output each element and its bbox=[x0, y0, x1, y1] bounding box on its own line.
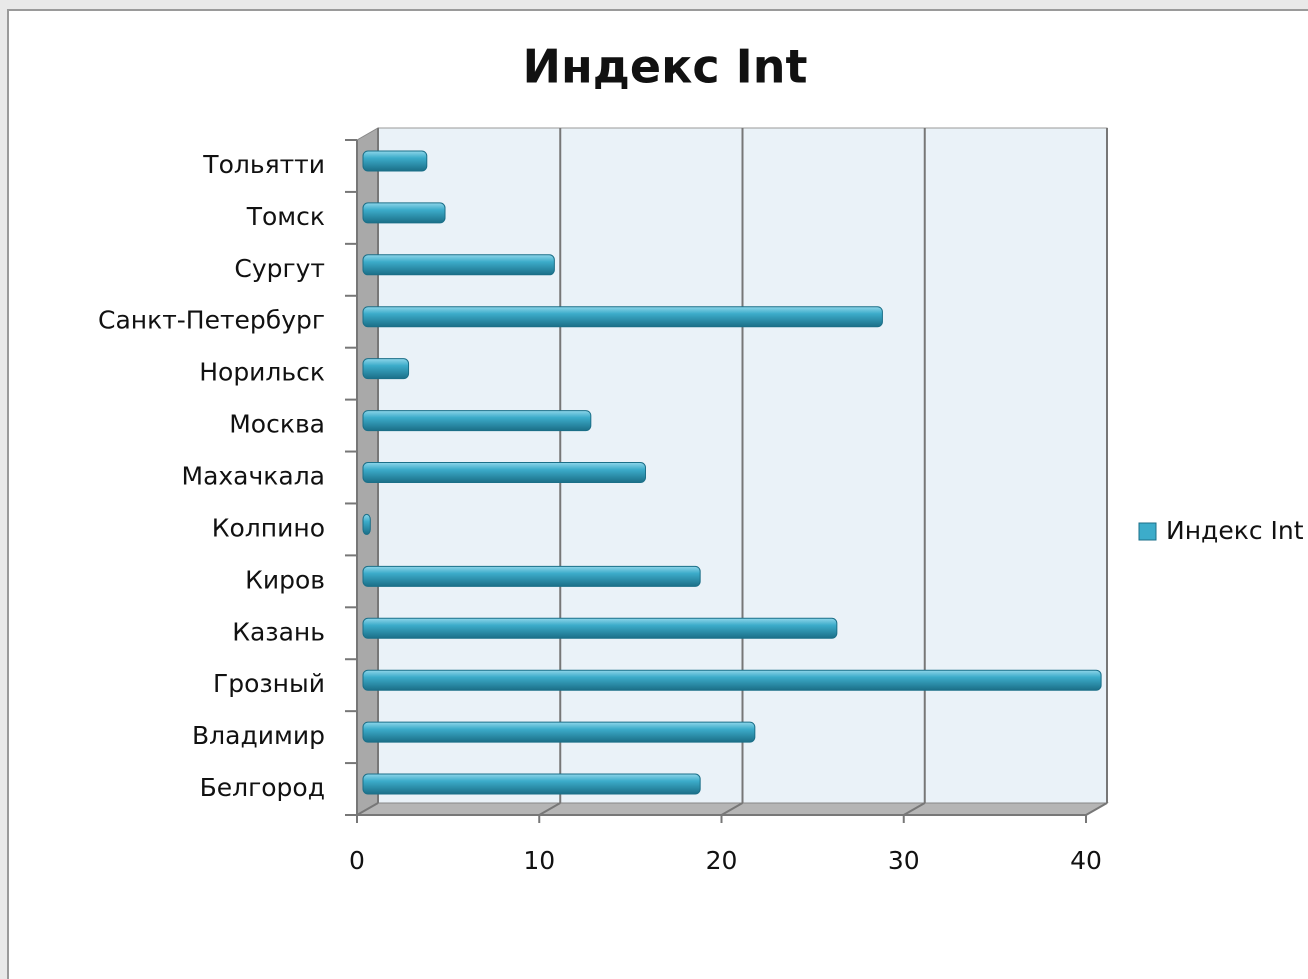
bar bbox=[362, 202, 446, 224]
y-tick-label: Санкт-Петербург bbox=[98, 306, 325, 335]
bar bbox=[362, 254, 555, 276]
grid-line bbox=[538, 802, 561, 816]
y-tick-label: Казань bbox=[232, 617, 325, 646]
x-tick-label: 20 bbox=[706, 846, 738, 875]
x-tick-label: 30 bbox=[888, 846, 920, 875]
bar bbox=[362, 513, 371, 535]
bar bbox=[362, 617, 838, 639]
y-tick-label: Махачкала bbox=[182, 462, 326, 491]
y-tick-label: Киров bbox=[245, 565, 325, 594]
bar bbox=[362, 462, 646, 483]
y-tick-label: Норильск bbox=[199, 358, 325, 387]
grid-line bbox=[356, 802, 379, 816]
bar bbox=[362, 669, 1102, 691]
x-tick-label: 0 bbox=[349, 846, 365, 875]
y-tick-label: Москва bbox=[229, 410, 325, 439]
grid-line bbox=[721, 802, 743, 816]
y-tick-label: Томск bbox=[246, 202, 325, 231]
y-tick-label: Белгород bbox=[200, 773, 325, 802]
bar bbox=[362, 773, 701, 795]
bar bbox=[362, 410, 592, 432]
x-tick-label: 10 bbox=[523, 846, 555, 875]
legend-swatch bbox=[1138, 522, 1157, 541]
bar bbox=[362, 150, 428, 172]
bar bbox=[362, 565, 701, 587]
y-tick-label: Тольятти bbox=[202, 150, 325, 179]
grid-line bbox=[1085, 802, 1108, 816]
bar bbox=[362, 721, 756, 743]
x-tick-label: 40 bbox=[1070, 846, 1102, 875]
y-tick-label: Колпино bbox=[212, 513, 325, 542]
grid-line bbox=[903, 802, 926, 816]
chart-title: Индекс Int bbox=[523, 40, 808, 94]
bar bbox=[362, 358, 410, 380]
bar bbox=[362, 306, 883, 328]
y-tick-label: Грозный bbox=[213, 669, 325, 698]
legend-label: Индекс Int bbox=[1166, 516, 1304, 545]
y-tick-label: Владимир bbox=[192, 721, 325, 750]
y-tick-label: Сургут bbox=[234, 254, 325, 283]
